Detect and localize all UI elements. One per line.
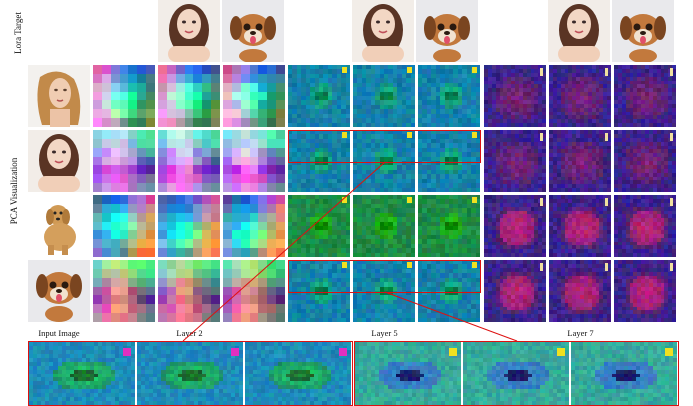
pca-tile-row4-layer2-1 [93,260,155,322]
pca-tile-row3-layer7-1 [484,195,546,257]
zoom-tile [355,342,461,405]
pca-tile-row2-layer7-2 [549,130,611,192]
pca-tile-row2-layer5-3 [418,130,480,192]
pca-tile-row1-layer5-2 [353,65,415,127]
pca-tile-row1-layer2-3 [223,65,285,127]
pca-tile-row1-layer2-2 [158,65,220,127]
pca-tile-row2-layer2-3 [223,130,285,192]
input-girl-cartoon [28,130,90,192]
pca-tile-row2-layer5-2 [353,130,415,192]
col-label-layer7: Layer 7 [484,328,677,338]
lora-target-puppy-2 [416,0,478,62]
pca-tile-row2-layer2-2 [158,130,220,192]
col-label-layer2: Layer 2 [93,328,286,338]
pca-tile-row3-layer2-1 [93,195,155,257]
input-puppy-cartoon [28,260,90,322]
pca-tile-row4-layer7-2 [549,260,611,322]
pca-tile-row4-layer2-2 [158,260,220,322]
zoom-tile [463,342,569,405]
pca-tile-row4-layer7-3 [614,260,676,322]
lora-target-puppy-3 [612,0,674,62]
input-woman-photo [28,65,90,127]
pca-tile-row4-layer2-3 [223,260,285,322]
pca-tile-row3-layer5-3 [418,195,480,257]
pca-tile-row2-layer7-1 [484,130,546,192]
pca-tile-row2-layer5-1 [288,130,350,192]
lora-target-girl-1 [158,0,220,62]
lora-target-label: Lora Target [13,3,23,63]
pca-tile-row3-layer2-3 [223,195,285,257]
pca-tile-row1-layer2-1 [93,65,155,127]
pca-tile-row4-layer5-3 [418,260,480,322]
pca-tile-row3-layer7-3 [614,195,676,257]
pca-tile-row1-layer7-2 [549,65,611,127]
pca-tile-row3-layer7-2 [549,195,611,257]
lora-target-puppy-1 [222,0,284,62]
pca-visualization-label: PCA Visualization [9,147,19,235]
col-label-layer5: Layer 5 [288,328,481,338]
pca-tile-row1-layer5-3 [418,65,480,127]
col-label-input: Input Image [28,328,90,338]
input-dog-photo [28,195,90,257]
pca-tile-row4-layer7-1 [484,260,546,322]
zoom-tile [137,342,243,405]
pca-tile-row1-layer5-1 [288,65,350,127]
pca-tile-row4-layer5-2 [353,260,415,322]
zoom-tile [29,342,135,405]
zoom-tile [571,342,677,405]
pca-tile-row3-layer2-2 [158,195,220,257]
pca-tile-row1-layer7-1 [484,65,546,127]
pca-tile-row2-layer2-1 [93,130,155,192]
pca-tile-row3-layer5-2 [353,195,415,257]
pca-tile-row1-layer7-3 [614,65,676,127]
zoom-tile [245,342,351,405]
pca-tile-row4-layer5-1 [288,260,350,322]
pca-tile-row2-layer7-3 [614,130,676,192]
lora-target-girl-2 [352,0,414,62]
lora-target-girl-3 [548,0,610,62]
pca-tile-row3-layer5-1 [288,195,350,257]
